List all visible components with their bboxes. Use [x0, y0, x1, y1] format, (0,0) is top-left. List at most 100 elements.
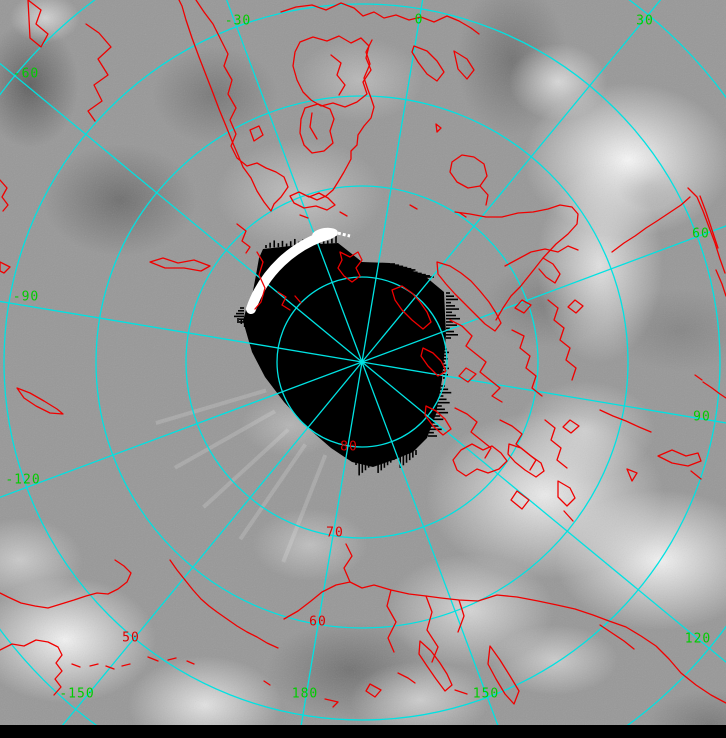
meridian-line — [361, 225, 726, 363]
coast-islet — [690, 470, 702, 480]
coast-on-void — [294, 295, 302, 304]
coast-landmass — [292, 35, 372, 108]
coast-river — [457, 599, 465, 633]
coast-iceland — [299, 103, 335, 154]
coast-chukotka — [169, 559, 279, 649]
coast-inner-detail — [309, 112, 318, 140]
coast-islet — [459, 212, 467, 218]
meridian-line — [361, 0, 662, 363]
meridian-line — [361, 361, 726, 663]
coast-inner-detail — [330, 54, 346, 96]
coast-ne-greenland — [254, 251, 266, 310]
coast-islet — [563, 510, 574, 522]
coast-archipelago — [511, 329, 543, 397]
coast-on-void — [277, 291, 291, 311]
latitude-circle-70 — [185, 185, 539, 539]
coast-archipelago — [547, 299, 577, 381]
coast-white-sea — [538, 257, 561, 284]
light-ray — [173, 409, 276, 470]
coast-island — [453, 50, 475, 80]
coast-top-edge — [280, 2, 480, 35]
coast-fragment — [0, 179, 9, 212]
coast-islet — [324, 698, 339, 708]
coast-archipelago — [544, 419, 568, 469]
coast-islet — [514, 299, 532, 314]
coast-fragment — [702, 381, 726, 399]
coast-lake-loop — [449, 154, 488, 189]
coast-river — [425, 595, 439, 663]
light-ray — [202, 428, 290, 509]
coast-islet — [557, 480, 576, 507]
meridian-line — [361, 361, 504, 738]
bright-arc-artifact — [246, 227, 351, 314]
coast-islet — [249, 125, 264, 142]
light-ray — [155, 388, 267, 425]
coast-fragment — [694, 374, 703, 381]
coast-islet — [626, 468, 638, 482]
coast-on-void — [337, 251, 363, 283]
coast-islet — [409, 204, 418, 210]
white-arc-head — [312, 227, 338, 241]
coast-islet — [562, 419, 580, 434]
coast-islet — [435, 123, 442, 133]
coast-greenland-west-fjords — [85, 23, 112, 122]
meridian-line — [0, 361, 363, 499]
coast-kamchatka — [487, 645, 520, 705]
latitude-circle-80 — [276, 276, 448, 448]
meridian-line — [361, 0, 424, 363]
coast-cluster — [289, 191, 336, 211]
coast-island — [424, 405, 452, 436]
coast-fragment — [0, 261, 11, 274]
coast-islet — [454, 689, 468, 695]
coast-island — [420, 347, 447, 377]
coast-islet — [458, 367, 477, 383]
meridian-line — [225, 0, 363, 363]
coast-greenland-east — [178, 0, 289, 212]
caption-bar: 3ARCTIC COMPOSITE SHORTWAVE IR 20 JAN 21… — [0, 725, 726, 738]
coast-fragment — [236, 223, 251, 254]
coast-kola — [454, 204, 579, 321]
coast-island — [27, 0, 49, 48]
white-arc-trail — [332, 230, 351, 238]
coast-islet — [299, 214, 309, 219]
pole-marker — [359, 359, 365, 365]
light-ray — [281, 454, 328, 563]
coast-archipelago — [454, 407, 492, 459]
coastlines — [0, 0, 726, 708]
coast-archipelago — [449, 319, 503, 403]
light-ray-artifacts — [155, 388, 328, 563]
coast-new-siberian-islands — [452, 443, 508, 477]
coast-baffin-marks — [149, 257, 211, 272]
coast-alaska-mainland — [0, 639, 63, 696]
coast-right-landmass — [687, 187, 726, 274]
latitude-circle-50 — [3, 3, 721, 721]
coast-inner-detail — [699, 195, 719, 249]
coast-islet — [365, 683, 382, 698]
coast-fragment — [715, 269, 726, 297]
coast-river — [343, 543, 353, 583]
pole-dot — [359, 359, 365, 365]
meridian-line — [298, 361, 363, 738]
meridian-line — [361, 361, 726, 424]
light-ray — [238, 443, 308, 541]
coast-peninsula — [418, 640, 453, 692]
coast-fragment — [599, 409, 652, 433]
meridian-line — [0, 300, 363, 363]
coast-islet — [567, 299, 584, 314]
coast-island-chain — [657, 449, 702, 467]
coast-river — [386, 589, 397, 653]
coast-northeast — [611, 196, 691, 253]
coast-archipelago — [504, 245, 579, 267]
latitude-circle-60 — [95, 95, 629, 629]
coast-inner-detail — [599, 624, 635, 650]
coast-islet — [510, 490, 530, 510]
coast-islet — [263, 680, 271, 686]
coast-alaska-peninsula — [0, 559, 132, 609]
coast-aleutians — [71, 656, 195, 670]
coast-svalbard — [391, 285, 432, 330]
coast-islet — [397, 672, 416, 684]
coast-thin-island — [16, 387, 64, 415]
